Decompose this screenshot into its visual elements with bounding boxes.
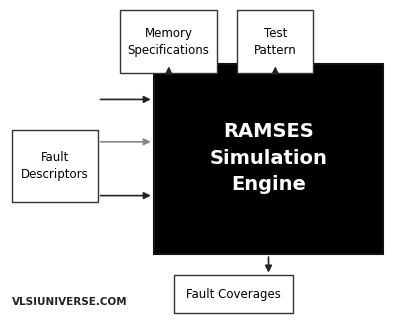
Text: Test
Pattern: Test Pattern	[254, 26, 297, 57]
FancyBboxPatch shape	[12, 130, 98, 202]
FancyBboxPatch shape	[174, 275, 293, 313]
FancyBboxPatch shape	[237, 10, 313, 73]
Text: Fault
Descriptors: Fault Descriptors	[21, 151, 89, 181]
Text: VLSIUNIVERSE.COM: VLSIUNIVERSE.COM	[12, 297, 128, 306]
Text: RAMSES
Simulation
Engine: RAMSES Simulation Engine	[209, 122, 328, 194]
FancyBboxPatch shape	[120, 10, 217, 73]
FancyBboxPatch shape	[154, 64, 383, 254]
Text: Fault Coverages: Fault Coverages	[186, 288, 281, 301]
Text: Memory
Specifications: Memory Specifications	[128, 26, 209, 57]
